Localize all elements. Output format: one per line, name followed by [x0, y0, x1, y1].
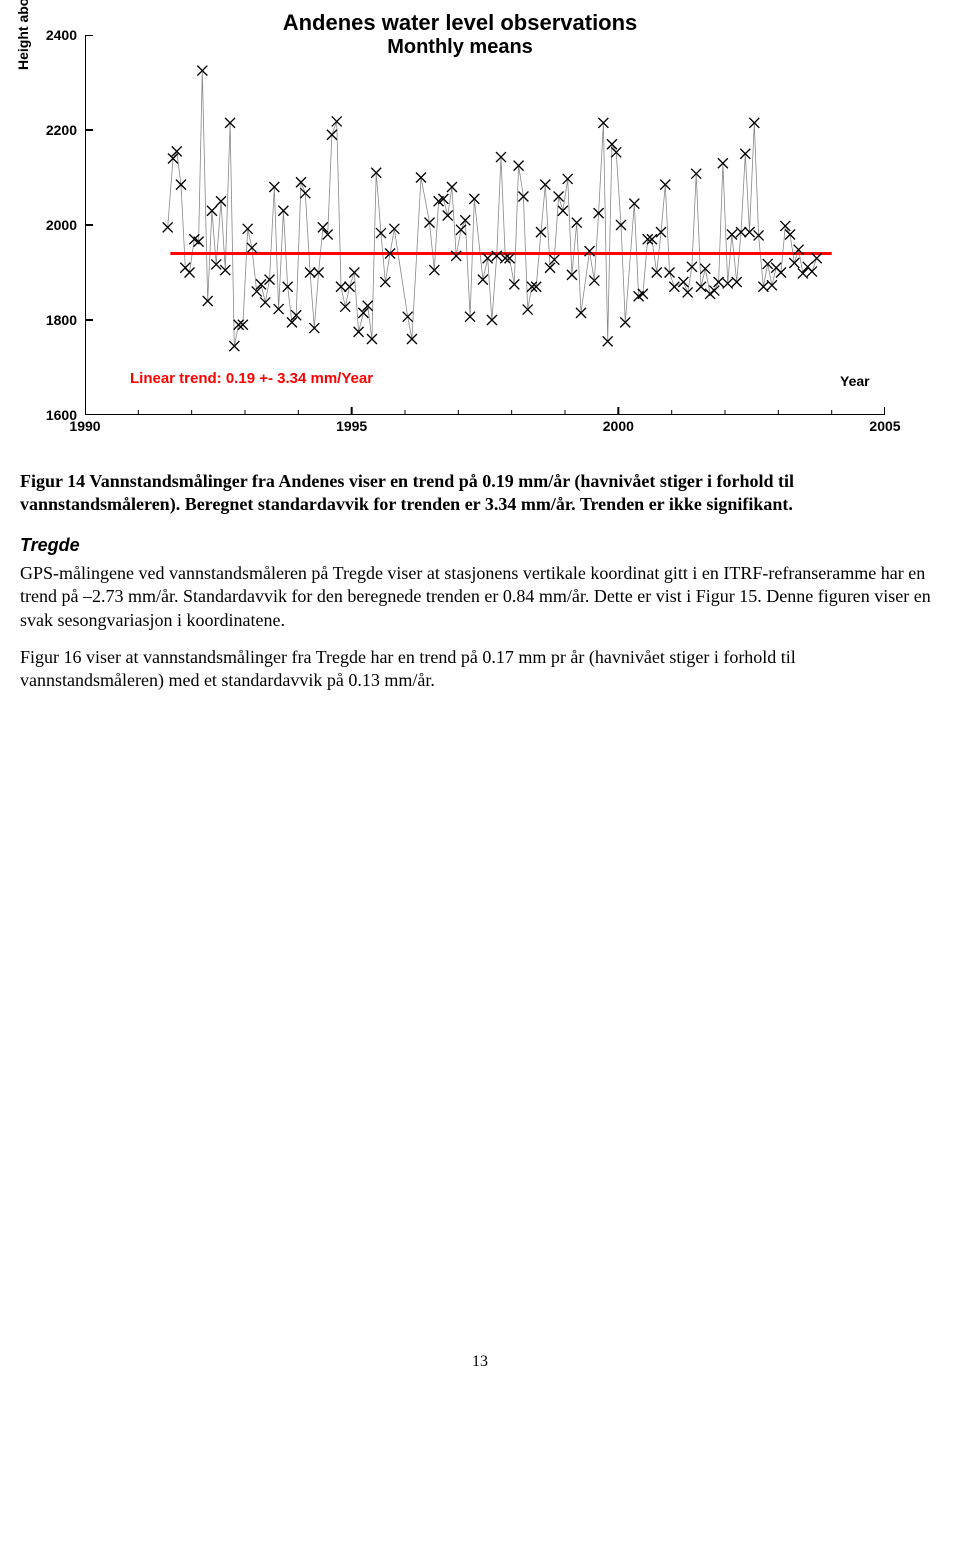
section-heading: Tregde: [20, 535, 940, 556]
y-tick-label: 2200: [32, 122, 77, 138]
paragraph-1: GPS-målingene ved vannstandsmåleren på T…: [20, 562, 940, 632]
y-tick-label: 2000: [32, 217, 77, 233]
x-tick-label: 1990: [69, 418, 100, 434]
paragraph-2: Figur 16 viser at vannstandsmålinger fra…: [20, 646, 940, 693]
chart-title-line1: Andenes water level observations: [283, 10, 638, 36]
y-axis-label: Height above m₀ [mm]: [15, 0, 31, 70]
page-number: 13: [20, 1353, 940, 1371]
x-tick-label: 2005: [869, 418, 900, 434]
y-tick-label: 1800: [32, 312, 77, 328]
x-tick-label: 2000: [603, 418, 634, 434]
chart-container: Andenes water level observations Monthly…: [20, 20, 900, 460]
figure-caption: Figur 14 Vannstandsmålinger fra Andenes …: [20, 470, 940, 517]
y-tick-label: 2400: [32, 27, 77, 43]
chart-plot-area: [85, 35, 885, 415]
x-tick-label: 1995: [336, 418, 367, 434]
